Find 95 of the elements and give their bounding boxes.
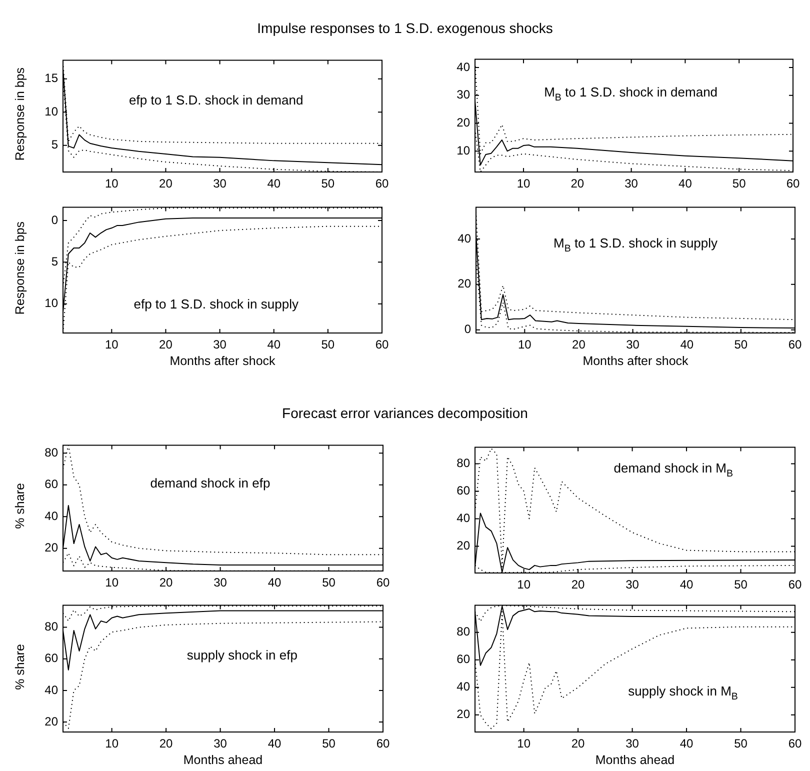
y-tick-label: 10 bbox=[456, 143, 470, 158]
x-tick-label: 30 bbox=[214, 736, 228, 751]
y-tick-label: 0 bbox=[51, 212, 58, 227]
y-tick-label: 10 bbox=[44, 296, 58, 310]
x-tick-label: 60 bbox=[376, 576, 390, 590]
x-tick-label: 30 bbox=[213, 338, 227, 352]
x-tick-label: 30 bbox=[626, 578, 640, 592]
y-tick-label: 5 bbox=[51, 254, 58, 268]
y-tick-label: 40 bbox=[456, 680, 470, 694]
y-tick-label: 20 bbox=[458, 276, 472, 291]
y-axis-title: Response in bps bbox=[13, 221, 27, 315]
y-axis-title: Response in bps bbox=[13, 67, 27, 161]
x-axis-title: Months after shock bbox=[170, 354, 276, 368]
x-tick-label: 50 bbox=[321, 338, 335, 352]
y-tick-label: 0 bbox=[464, 322, 472, 336]
x-tick-label: 10 bbox=[104, 176, 119, 191]
y-tick-label: 60 bbox=[44, 477, 58, 492]
y-tick-label: 5 bbox=[51, 138, 58, 152]
x-tick-label: 30 bbox=[213, 176, 227, 191]
x-tick-label: 30 bbox=[214, 576, 228, 590]
annotation: efp to 1 S.D. shock in supply bbox=[134, 296, 298, 312]
chart-title: Forecast error variances decomposition bbox=[281, 405, 529, 421]
annotation: demand shock in M$_{B}$ bbox=[614, 461, 734, 480]
x-tick-label: 60 bbox=[375, 338, 389, 352]
annotation: supply shock in efp bbox=[186, 647, 298, 662]
x-tick-label: 30 bbox=[626, 736, 640, 751]
x-tick-label: 60 bbox=[375, 176, 389, 191]
y-tick-label: 40 bbox=[456, 511, 470, 526]
x-tick-label: 60 bbox=[786, 176, 800, 191]
x-tick-label: 20 bbox=[159, 736, 174, 751]
annotation: efp to 1 S.D. shock in demand bbox=[129, 92, 304, 108]
y-tick-label: 60 bbox=[44, 651, 58, 666]
y-tick-label: 40 bbox=[44, 682, 58, 697]
x-tick-label: 50 bbox=[734, 736, 748, 751]
y-tick-label: 80 bbox=[456, 456, 470, 470]
y-tick-label: 20 bbox=[456, 707, 470, 722]
x-tick-label: 20 bbox=[159, 338, 173, 352]
x-tick-label: 10 bbox=[105, 736, 119, 751]
y-tick-label: 60 bbox=[456, 652, 470, 666]
x-tick-label: 20 bbox=[159, 576, 174, 590]
chart-title: Impulse responses to 1 S.D. exogenous shocks bbox=[256, 20, 554, 36]
x-tick-label: 50 bbox=[322, 576, 336, 590]
y-tick-label: 15 bbox=[44, 71, 58, 86]
x-tick-label: 40 bbox=[680, 338, 694, 352]
x-tick-label: 20 bbox=[570, 176, 584, 191]
annotation: M$_{B}$ to 1 S.D. shock in demand bbox=[544, 84, 718, 103]
x-tick-label: 60 bbox=[376, 736, 390, 751]
x-tick-label: 50 bbox=[732, 176, 746, 191]
x-tick-label: 10 bbox=[105, 576, 119, 590]
x-tick-label: 30 bbox=[624, 176, 638, 191]
x-tick-label: 50 bbox=[321, 176, 335, 191]
x-tick-label: 50 bbox=[322, 736, 336, 751]
annotation: demand shock in efp bbox=[150, 475, 270, 490]
y-tick-label: 20 bbox=[456, 116, 470, 130]
y-tick-label: 40 bbox=[44, 508, 58, 523]
x-tick-label: 10 bbox=[518, 338, 532, 352]
x-tick-label: 20 bbox=[159, 176, 173, 191]
annotation: supply shock in M$_{B}$ bbox=[628, 683, 738, 702]
x-axis-title: Months after shock bbox=[582, 354, 688, 368]
y-axis-title: % share bbox=[13, 483, 27, 529]
x-tick-label: 40 bbox=[267, 338, 281, 352]
x-tick-label: 50 bbox=[734, 578, 748, 592]
x-tick-label: 40 bbox=[678, 176, 692, 191]
x-tick-label: 40 bbox=[680, 578, 694, 592]
y-tick-label: 20 bbox=[44, 540, 58, 555]
x-tick-label: 40 bbox=[268, 736, 282, 751]
x-tick-label: 10 bbox=[104, 338, 119, 352]
x-tick-label: 60 bbox=[788, 736, 802, 751]
annotation: M$_{B}$ to 1 S.D. shock in supply bbox=[553, 235, 718, 254]
x-tick-label: 40 bbox=[268, 576, 282, 590]
x-tick-label: 40 bbox=[267, 176, 281, 191]
y-tick-label: 10 bbox=[44, 104, 58, 118]
y-tick-label: 40 bbox=[458, 231, 472, 246]
x-tick-label: 40 bbox=[680, 736, 694, 751]
y-axis-title: % share bbox=[13, 644, 27, 690]
y-tick-label: 30 bbox=[456, 88, 470, 102]
y-tick-label: 20 bbox=[44, 714, 58, 728]
x-tick-label: 20 bbox=[571, 578, 586, 592]
y-tick-label: 60 bbox=[456, 484, 470, 498]
x-tick-label: 10 bbox=[516, 176, 531, 191]
y-tick-label: 40 bbox=[456, 60, 470, 74]
x-tick-label: 60 bbox=[788, 578, 802, 592]
x-tick-label: 50 bbox=[734, 338, 748, 352]
y-tick-label: 80 bbox=[456, 624, 470, 639]
x-axis-title: Months ahead bbox=[183, 753, 263, 767]
x-tick-label: 60 bbox=[788, 338, 802, 352]
x-tick-label: 10 bbox=[517, 736, 531, 751]
y-tick-label: 20 bbox=[456, 538, 470, 553]
y-tick-label: 80 bbox=[44, 445, 58, 460]
y-tick-label: 80 bbox=[44, 620, 58, 634]
x-axis-title: Months ahead bbox=[595, 753, 675, 767]
x-tick-label: 30 bbox=[626, 338, 640, 352]
x-tick-label: 20 bbox=[572, 338, 586, 352]
x-tick-label: 20 bbox=[571, 736, 586, 751]
x-tick-label: 10 bbox=[517, 578, 531, 592]
